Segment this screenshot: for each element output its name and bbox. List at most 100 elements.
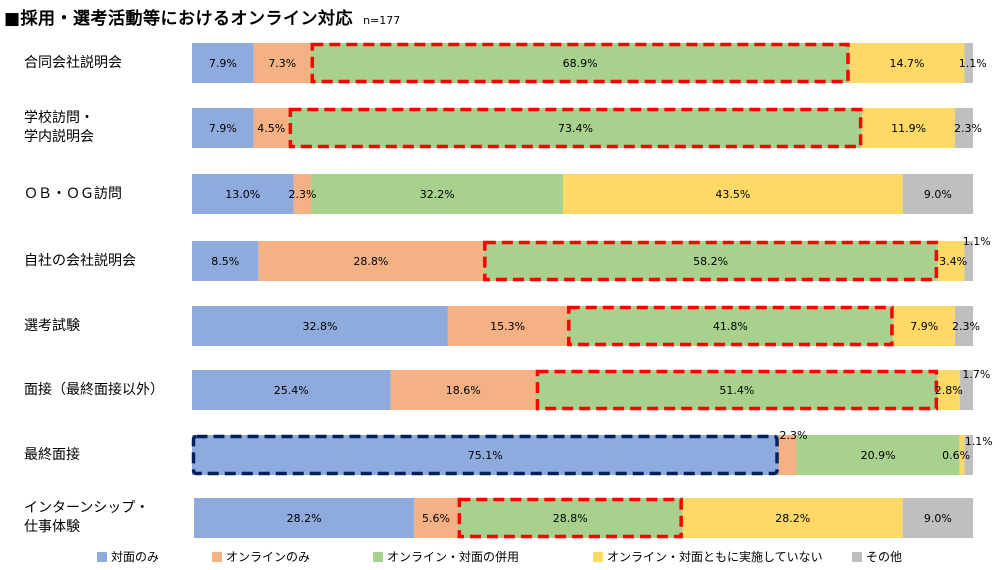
bar-row: [194, 498, 973, 538]
bar-row: [192, 241, 973, 281]
bar-segment: [192, 43, 254, 83]
bar-segment: [457, 498, 683, 538]
highlight-box-navy: [191, 434, 779, 476]
data-label: 28.8%: [353, 255, 388, 268]
chart-title: ■採用・選考活動等におけるオンライン対応 n=177: [4, 4, 400, 29]
category-label: 自社の会社説明会: [24, 252, 136, 269]
data-label: 2.3%: [954, 122, 982, 135]
bar-segment: [192, 241, 259, 281]
data-label: 7.3%: [268, 57, 296, 70]
bar-segment: [192, 174, 294, 214]
bar-segment: [959, 370, 973, 410]
bar-segment: [964, 43, 973, 83]
legend-item: オンライン・対面の併用: [373, 548, 519, 565]
bar-segment: [937, 241, 965, 281]
data-label: 2.3%: [952, 320, 980, 333]
legend-item: その他: [852, 548, 902, 565]
data-label: 28.8%: [553, 512, 588, 525]
category-label: 最終面接: [24, 446, 80, 463]
data-label: 43.5%: [715, 188, 750, 201]
legend-label: オンラインのみ: [226, 550, 311, 564]
sample-size: n=177: [363, 14, 401, 27]
bar-segment: [567, 306, 894, 346]
bar-segment: [483, 241, 938, 281]
chart-title-text: ■採用・選考活動等におけるオンライン対応: [4, 9, 354, 29]
data-label: 32.8%: [302, 320, 337, 333]
legend-label: 対面のみ: [111, 550, 160, 564]
data-label: 7.9%: [209, 57, 237, 70]
data-label: 2.8%: [935, 384, 963, 397]
bar-segment: [288, 108, 863, 148]
bar-row: [192, 43, 973, 83]
data-label: 14.7%: [889, 57, 924, 70]
bar-row: [192, 174, 973, 214]
data-label: 9.0%: [924, 188, 952, 201]
bar-segment: [682, 498, 903, 538]
bar-segment: [253, 43, 311, 83]
legend-swatch-icon: [593, 551, 603, 562]
bar-segment: [955, 108, 973, 148]
legend-item: オンラインのみ: [212, 548, 310, 565]
data-label: 2.3%: [780, 429, 808, 442]
bar-segment: [258, 241, 484, 281]
category-label: インターンシップ・ 仕事体験: [24, 500, 150, 535]
data-label: 51.4%: [719, 384, 754, 397]
data-label: 68.9%: [563, 57, 598, 70]
bar-segment: [959, 435, 965, 475]
data-label: 28.2%: [287, 512, 322, 525]
highlight-box-red: [535, 369, 939, 411]
bar-segment: [192, 435, 779, 475]
data-label: 1.1%: [965, 435, 993, 448]
category-label: ＯＢ・ＯＧ訪問: [24, 185, 122, 202]
category-label: 面接（最終面接以外）: [24, 381, 164, 398]
data-label: 25.4%: [274, 384, 309, 397]
bar-segment: [192, 370, 391, 410]
legend-swatch-icon: [373, 551, 383, 562]
data-label: 4.5%: [257, 122, 285, 135]
bar-segment: [893, 306, 956, 346]
bar-segment: [192, 108, 254, 148]
legend: 対面のみ オンラインのみ オンライン・対面の併用 オンライン・対面ともに実施していない…: [0, 548, 1000, 568]
category-label: 学校訪問・ 学内説明会: [24, 110, 94, 145]
data-label: 9.0%: [924, 512, 952, 525]
data-label: 32.2%: [420, 188, 455, 201]
bar-row: [192, 306, 973, 346]
bar-segment: [778, 435, 797, 475]
data-label: 75.1%: [468, 449, 503, 462]
highlight-box-red: [288, 107, 863, 149]
legend-item: オンライン・対面ともに実施していない: [593, 548, 823, 565]
highlight-box-red: [567, 305, 894, 347]
legend-swatch-icon: [97, 551, 107, 562]
bar-segment: [192, 306, 448, 346]
data-label: 15.3%: [490, 320, 525, 333]
bar-segment: [955, 306, 973, 346]
data-label: 8.5%: [211, 255, 239, 268]
legend-swatch-icon: [852, 551, 862, 562]
legend-label: オンライン・対面ともに実施していない: [607, 550, 823, 564]
data-label: 41.8%: [713, 320, 748, 333]
bar-segment: [535, 370, 938, 410]
highlight-box-red: [310, 42, 850, 84]
data-label: 1.1%: [959, 57, 987, 70]
bar-segment: [964, 435, 973, 475]
bar-segment: [293, 174, 312, 214]
data-label: 18.6%: [446, 384, 481, 397]
bar-row: [192, 108, 973, 148]
bar-segment: [414, 498, 458, 538]
data-label: 20.9%: [861, 449, 896, 462]
bar-segment: [447, 306, 568, 346]
bar-row: [192, 435, 973, 475]
data-label: 7.9%: [910, 320, 938, 333]
data-label: 58.2%: [693, 255, 728, 268]
data-label: 1.7%: [962, 368, 990, 381]
legend-item: 対面のみ: [97, 548, 159, 565]
highlight-box-red: [483, 240, 939, 282]
data-label: 0.6%: [942, 449, 970, 462]
bar-segment: [964, 241, 973, 281]
bar-segment: [902, 174, 973, 214]
data-label: 73.4%: [558, 122, 593, 135]
bar-segment: [310, 43, 850, 83]
data-label: 13.0%: [225, 188, 260, 201]
bar-segment: [562, 174, 903, 214]
